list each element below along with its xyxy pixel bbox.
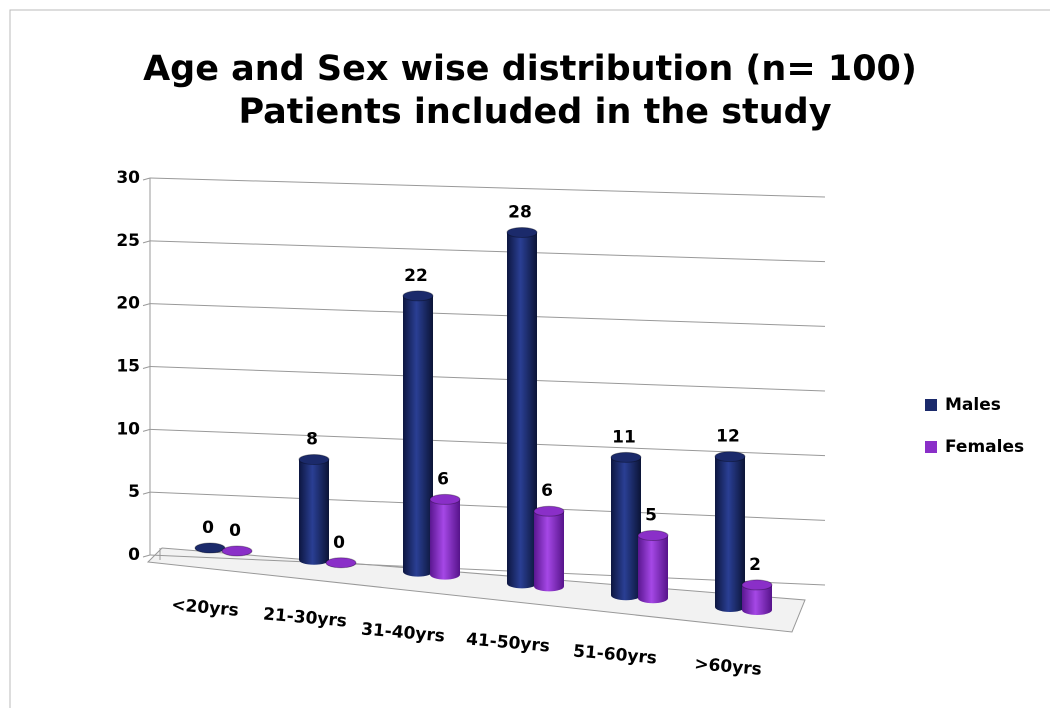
- y-tick-label: 15: [116, 357, 140, 377]
- y-tick-label: 5: [128, 482, 140, 502]
- x-tick-label: 51-60yrs: [572, 641, 657, 668]
- bar-top: [506, 226, 538, 238]
- data-label: 11: [612, 427, 636, 447]
- grid-line: [149, 428, 826, 457]
- tick-mark: [142, 240, 151, 244]
- data-label: 28: [508, 202, 532, 222]
- data-label: 22: [404, 266, 428, 286]
- bar: [611, 457, 641, 601]
- cylinder: [506, 226, 538, 589]
- data-label: 8: [306, 430, 318, 450]
- bar-top: [194, 542, 226, 554]
- grid-line: [149, 177, 826, 198]
- x-tick-label: 21-30yrs: [262, 604, 347, 631]
- bar-top: [221, 545, 253, 557]
- bar-top: [741, 579, 773, 591]
- grid-line: [149, 240, 826, 263]
- grid-line: [149, 366, 826, 392]
- data-label: 5: [645, 506, 657, 526]
- legend-swatch: [925, 399, 937, 411]
- bar-top: [325, 557, 357, 569]
- frame: [9, 9, 1050, 708]
- cylinder: [298, 454, 330, 565]
- data-label: 6: [437, 469, 449, 489]
- bar: [430, 499, 460, 580]
- data-label: 6: [541, 481, 553, 501]
- bar: [742, 584, 772, 615]
- data-label: 0: [229, 521, 241, 541]
- grid-line: [149, 554, 826, 586]
- bar: [638, 535, 668, 604]
- cylinder: [194, 542, 226, 554]
- tick-mark: [142, 554, 151, 558]
- legend-label: Females: [945, 437, 1024, 457]
- tick-mark: [142, 303, 151, 307]
- y-tick-label: 30: [116, 168, 140, 188]
- cylinder: [714, 451, 746, 612]
- cylinder: [741, 579, 773, 615]
- cylinder: [610, 451, 642, 601]
- tick-mark: [142, 366, 151, 369]
- bar: [534, 511, 564, 592]
- bar-top: [610, 451, 642, 463]
- y-tick-label: 10: [116, 419, 140, 439]
- tick-mark: [142, 491, 151, 495]
- x-tick-label: >60yrs: [694, 654, 763, 680]
- data-label: 2: [749, 555, 761, 575]
- bar: [299, 459, 329, 565]
- cylinder: [637, 530, 669, 604]
- data-label: 12: [716, 427, 740, 447]
- cylinder: [429, 493, 461, 580]
- y-tick-label: 20: [116, 294, 140, 314]
- cylinder: [325, 557, 357, 569]
- cylinder: [533, 505, 565, 592]
- floor: [146, 547, 806, 633]
- bar-top: [429, 493, 461, 505]
- bar-top: [298, 454, 330, 466]
- data-label: 0: [202, 518, 214, 538]
- bar-top: [402, 290, 434, 302]
- data-label: 0: [333, 533, 345, 553]
- tick-mark: [142, 428, 151, 432]
- chart-title: Patients included in the study: [238, 92, 831, 132]
- legend-label: Males: [945, 395, 1001, 415]
- legend-swatch: [925, 441, 937, 453]
- x-tick-label: <20yrs: [171, 595, 240, 621]
- bar: [507, 232, 537, 589]
- bar-top: [637, 530, 669, 542]
- bar-top: [533, 505, 565, 517]
- chart-title: Age and Sex wise distribution (n= 100): [143, 49, 917, 89]
- y-tick-label: 0: [128, 545, 140, 565]
- bar: [403, 295, 433, 577]
- cylinder: [402, 290, 434, 577]
- cylinder: [221, 545, 253, 557]
- grid-line: [149, 303, 826, 327]
- bar-top: [714, 451, 746, 463]
- y-tick-label: 25: [116, 231, 140, 251]
- tick-mark: [142, 177, 151, 181]
- grid-line: [149, 491, 826, 521]
- x-tick-label: 41-50yrs: [465, 629, 550, 656]
- bar: [715, 456, 745, 612]
- x-tick-label: 31-40yrs: [360, 619, 445, 646]
